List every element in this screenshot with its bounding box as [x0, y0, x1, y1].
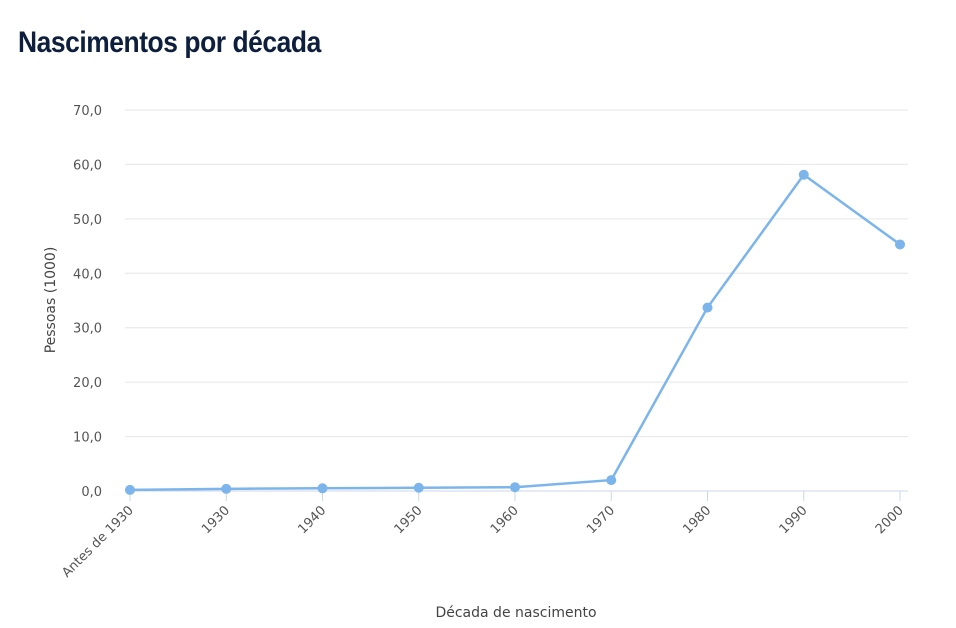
chart-title: Nascimentos por década: [18, 26, 321, 59]
x-tick-label: Antes de 1930: [59, 503, 137, 581]
data-point[interactable]: [221, 483, 232, 494]
y-axis-label: Pessoas (1000): [43, 247, 59, 354]
y-tick-label: 20,0: [73, 376, 102, 391]
x-tick-label: 1970: [584, 503, 618, 537]
x-tick-label: 1990: [777, 503, 811, 537]
data-point[interactable]: [510, 482, 520, 493]
y-tick-label: 60,0: [73, 158, 102, 173]
data-point[interactable]: [606, 475, 617, 486]
series-line: [129, 173, 901, 492]
x-tick-label: 1930: [199, 503, 233, 537]
data-point[interactable]: [798, 169, 809, 180]
data-point[interactable]: [125, 484, 135, 495]
data-point[interactable]: [895, 239, 905, 250]
data-point[interactable]: [702, 302, 713, 313]
data-point[interactable]: [317, 483, 328, 494]
y-tick-label: 30,0: [73, 322, 102, 337]
x-tick-label: 1980: [680, 503, 714, 537]
x-tick-label: 2000: [873, 503, 907, 537]
y-tick-label: 50,0: [73, 213, 102, 228]
x-tick-label: 1950: [392, 503, 426, 537]
x-tick-label: 1940: [295, 503, 329, 537]
data-point[interactable]: [413, 482, 424, 493]
x-tick-label: 1960: [488, 503, 522, 537]
y-tick-label: 40,0: [73, 267, 102, 282]
y-tick-label: 10,0: [73, 431, 102, 446]
y-tick-label: 70,0: [73, 104, 102, 119]
y-tick-label: 0,0: [81, 485, 102, 500]
x-axis-label: Década de nascimento: [435, 605, 596, 621]
